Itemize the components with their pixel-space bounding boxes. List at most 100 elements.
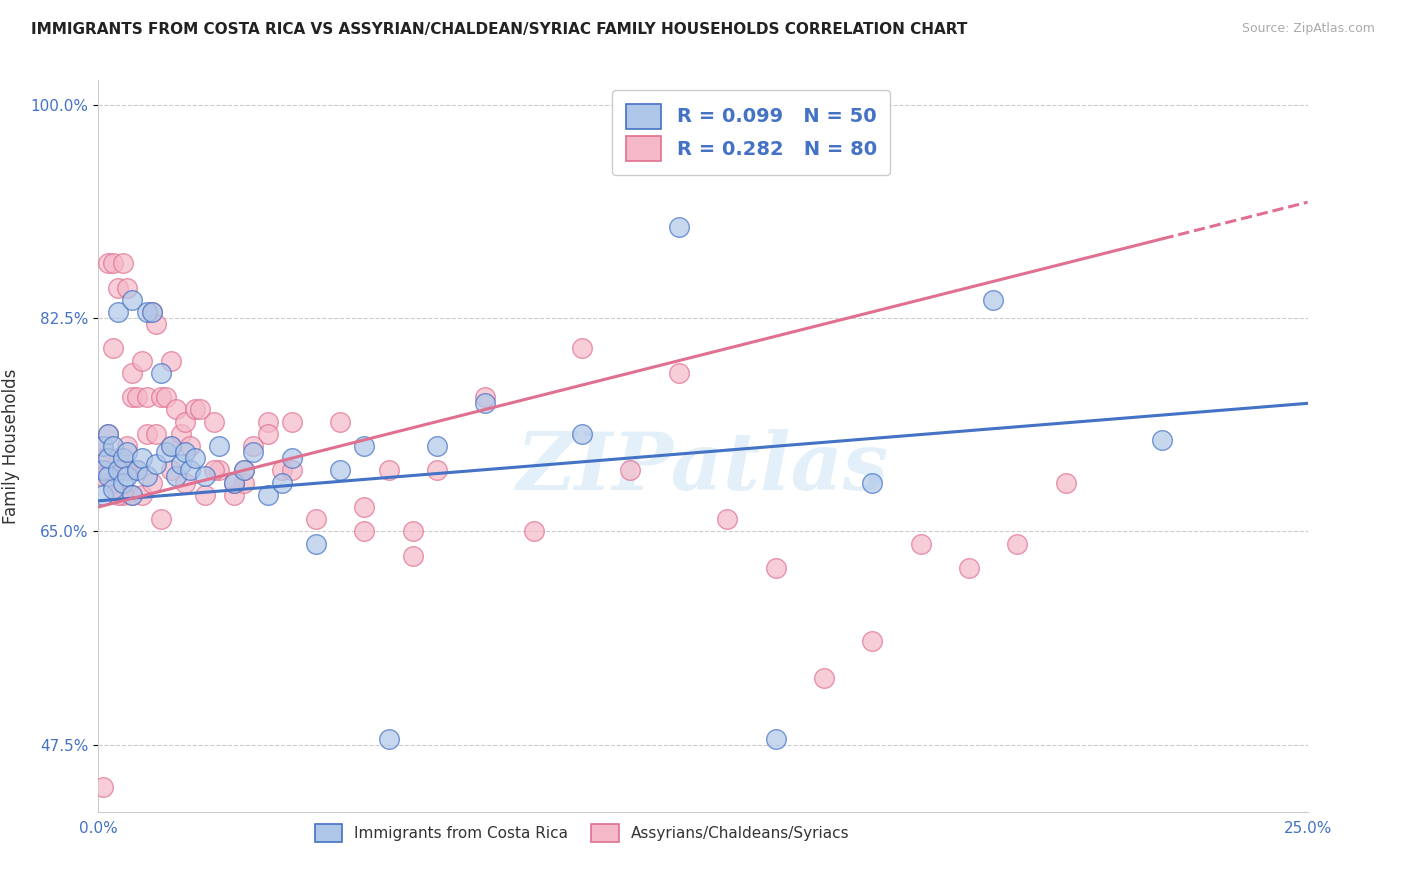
Point <box>101 256 124 270</box>
Point <box>101 342 124 356</box>
Point <box>135 426 157 441</box>
Point <box>179 439 201 453</box>
Point <box>668 366 690 380</box>
Legend: Immigrants from Costa Rica, Assyrians/Chaldeans/Syriacs: Immigrants from Costa Rica, Assyrians/Ch… <box>308 818 856 848</box>
Point <box>981 293 1004 307</box>
Point <box>91 439 114 453</box>
Point <box>668 219 690 234</box>
Point <box>305 536 328 550</box>
Point <box>117 463 139 477</box>
Point <box>145 426 167 441</box>
Point <box>131 488 153 502</box>
Y-axis label: Family Households: Family Households <box>1 368 20 524</box>
Point <box>402 524 425 539</box>
Point <box>1152 433 1174 447</box>
Point <box>97 463 120 477</box>
Point <box>101 439 124 453</box>
Point <box>426 439 449 453</box>
Text: IMMIGRANTS FROM COSTA RICA VS ASSYRIAN/CHALDEAN/SYRIAC FAMILY HOUSEHOLDS CORRELA: IMMIGRANTS FROM COSTA RICA VS ASSYRIAN/C… <box>31 22 967 37</box>
Point <box>426 463 449 477</box>
Point <box>127 463 149 477</box>
Point <box>222 475 245 490</box>
Point <box>131 353 153 368</box>
Point <box>957 561 980 575</box>
Point <box>184 451 207 466</box>
Point <box>256 415 278 429</box>
Point <box>353 439 375 453</box>
Point <box>111 451 134 466</box>
Point <box>117 280 139 294</box>
Point <box>131 451 153 466</box>
Point <box>107 488 129 502</box>
Point <box>353 500 375 514</box>
Point <box>169 458 191 472</box>
Point <box>208 463 231 477</box>
Point <box>571 426 593 441</box>
Point <box>281 415 304 429</box>
Point <box>281 451 304 466</box>
Point <box>107 280 129 294</box>
Point <box>281 463 304 477</box>
Point <box>91 439 114 453</box>
Point <box>305 512 328 526</box>
Point <box>107 451 129 466</box>
Point <box>91 463 114 477</box>
Point <box>474 396 496 410</box>
Point <box>107 463 129 477</box>
Point <box>377 463 399 477</box>
Point <box>135 390 157 404</box>
Point <box>97 426 120 441</box>
Point <box>204 415 226 429</box>
Point <box>111 475 134 490</box>
Point <box>765 561 787 575</box>
Point <box>222 475 245 490</box>
Point <box>571 342 593 356</box>
Point <box>716 512 738 526</box>
Point <box>165 402 187 417</box>
Point <box>256 426 278 441</box>
Point <box>174 415 197 429</box>
Point <box>145 458 167 472</box>
Point <box>765 731 787 746</box>
Point <box>135 469 157 483</box>
Point <box>101 475 124 490</box>
Point <box>127 463 149 477</box>
Point <box>155 445 177 459</box>
Point <box>813 671 835 685</box>
Point <box>121 488 143 502</box>
Point <box>150 390 173 404</box>
Point <box>165 469 187 483</box>
Point <box>377 731 399 746</box>
Point <box>402 549 425 563</box>
Point <box>117 469 139 483</box>
Point <box>117 439 139 453</box>
Point <box>619 463 641 477</box>
Point <box>1054 475 1077 490</box>
Point <box>208 439 231 453</box>
Point <box>160 463 183 477</box>
Point <box>194 469 217 483</box>
Point <box>97 469 120 483</box>
Text: ZIPatlas: ZIPatlas <box>517 429 889 507</box>
Point <box>91 780 114 795</box>
Point <box>1007 536 1029 550</box>
Point <box>111 488 134 502</box>
Point <box>145 317 167 331</box>
Point <box>127 390 149 404</box>
Point <box>232 475 254 490</box>
Point <box>271 463 294 477</box>
Point <box>91 488 114 502</box>
Point <box>141 475 163 490</box>
Point <box>256 488 278 502</box>
Point <box>188 402 211 417</box>
Point <box>174 475 197 490</box>
Point <box>184 402 207 417</box>
Point <box>242 445 264 459</box>
Point <box>121 488 143 502</box>
Point <box>150 366 173 380</box>
Point <box>232 463 254 477</box>
Point <box>160 439 183 453</box>
Point <box>523 524 546 539</box>
Point <box>97 426 120 441</box>
Point <box>160 353 183 368</box>
